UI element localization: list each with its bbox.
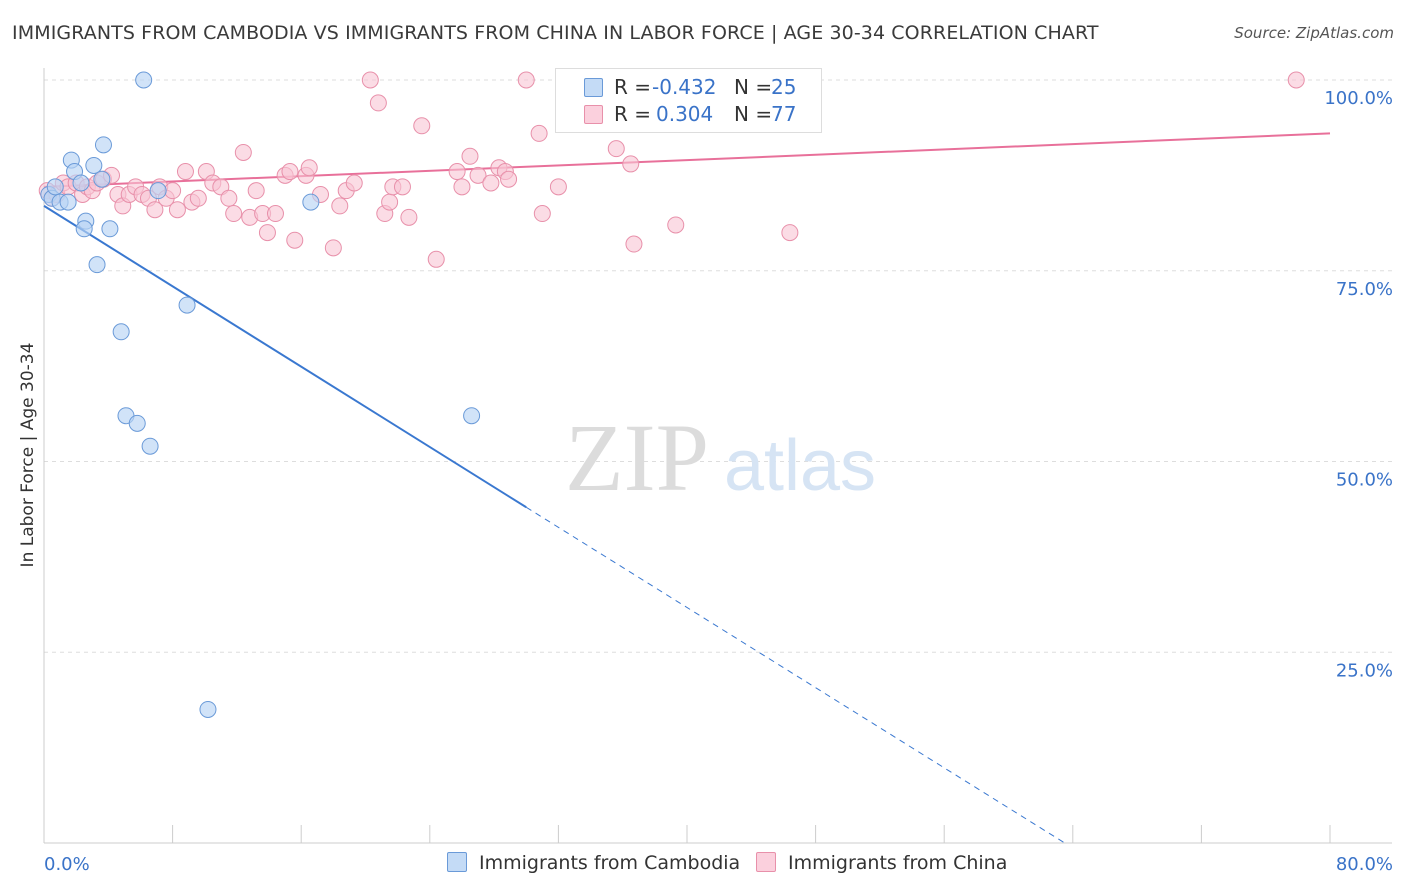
n-value: 77 xyxy=(771,102,797,126)
point-cambodia xyxy=(112,323,130,341)
point-china xyxy=(400,208,418,226)
point-cambodia xyxy=(149,182,167,200)
point-china xyxy=(461,147,479,165)
point-cambodia xyxy=(101,220,119,238)
point-china xyxy=(413,117,431,135)
legend-swatch-china xyxy=(756,852,776,872)
point-cambodia xyxy=(94,136,112,154)
stats-row-cambodia: R = -0.432 N = 25 xyxy=(556,74,821,100)
axes xyxy=(43,68,1392,844)
point-china xyxy=(225,205,243,223)
series-legend: Immigrants from Cambodia Immigrants from… xyxy=(0,852,1406,878)
point-cambodia xyxy=(46,178,64,196)
point-cambodia xyxy=(59,193,77,211)
point-china xyxy=(168,201,186,219)
point-china xyxy=(453,178,471,196)
legend-item-china: Immigrants from China xyxy=(756,852,1007,874)
point-china xyxy=(393,178,411,196)
grid-lines xyxy=(44,79,1392,653)
point-cambodia xyxy=(178,296,196,314)
point-cambodia xyxy=(72,174,90,192)
point-cambodia xyxy=(75,220,93,238)
point-china xyxy=(667,216,685,234)
point-cambodia xyxy=(141,437,159,455)
point-china xyxy=(345,174,363,192)
point-china xyxy=(482,174,500,192)
point-china xyxy=(189,189,207,207)
point-china xyxy=(220,189,238,207)
point-china xyxy=(369,94,387,112)
point-china xyxy=(517,71,535,89)
point-china xyxy=(164,182,182,200)
stats-row-china: R = 0.304 N = 77 xyxy=(556,101,821,127)
trend-extension-cambodia xyxy=(525,506,1066,844)
point-cambodia xyxy=(302,193,320,211)
watermark-atlas: atlas xyxy=(724,426,876,506)
tick-labels: 100.0% 75.0% 50.0% 25.0% 0.0% 80.0% xyxy=(44,88,1393,875)
point-china xyxy=(625,235,643,253)
source-credit: Source: ZipAtlas.com xyxy=(1234,24,1394,42)
legend-swatch-cambodia xyxy=(447,852,467,872)
legend-item-cambodia: Immigrants from Cambodia xyxy=(447,852,740,874)
y-tick-label: 100.0% xyxy=(1324,88,1393,109)
trend-line-china xyxy=(43,132,1331,188)
n-value: 25 xyxy=(771,75,797,99)
point-cambodia xyxy=(85,156,103,174)
r-label: R = xyxy=(614,75,652,99)
x-tick-label: 80.0% xyxy=(1336,854,1393,875)
point-cambodia xyxy=(88,256,106,274)
n-label: N = xyxy=(734,75,773,99)
point-china xyxy=(549,178,567,196)
trend-line-cambodia xyxy=(43,205,527,509)
point-china xyxy=(381,193,399,211)
r-label: R = xyxy=(614,102,652,126)
point-cambodia xyxy=(93,170,111,188)
point-china xyxy=(361,71,379,89)
point-cambodia xyxy=(128,414,146,432)
y-tick-label: 25.0% xyxy=(1336,660,1393,681)
point-china xyxy=(448,163,466,181)
point-china xyxy=(286,231,304,249)
point-china xyxy=(176,163,194,181)
point-china xyxy=(146,201,164,219)
point-cambodia xyxy=(135,71,153,89)
trend-lines xyxy=(43,132,1331,844)
point-china xyxy=(247,182,265,200)
legend-swatch-china xyxy=(584,105,603,124)
r-value: -0.432 xyxy=(652,75,717,99)
watermark-zip: ZIP xyxy=(565,404,709,511)
x-tick-label: 0.0% xyxy=(44,854,90,875)
point-china xyxy=(469,166,487,184)
point-china xyxy=(622,155,640,173)
data-points xyxy=(38,71,1305,718)
point-china xyxy=(300,159,318,177)
point-china xyxy=(607,140,625,158)
n-label: N = xyxy=(734,102,773,126)
y-tick-label: 50.0% xyxy=(1336,470,1393,491)
point-china xyxy=(324,239,342,257)
legend-label-cambodia: Immigrants from Cambodia xyxy=(479,852,741,874)
point-china xyxy=(234,143,252,161)
legend-swatch-cambodia xyxy=(584,78,603,97)
point-china xyxy=(530,124,548,142)
r-value: 0.304 xyxy=(656,102,714,126)
stats-legend: R = -0.432 N = 25 R = 0.304 N = 77 xyxy=(555,68,822,133)
point-china xyxy=(266,205,284,223)
point-cambodia xyxy=(199,700,217,718)
point-china xyxy=(533,205,551,223)
legend-label-china: Immigrants from China xyxy=(788,852,1008,874)
watermark: ZIP atlas xyxy=(565,404,876,511)
point-china xyxy=(500,170,518,188)
chart-title: IMMIGRANTS FROM CAMBODIA VS IMMIGRANTS F… xyxy=(12,22,1099,44)
point-china xyxy=(281,163,299,181)
point-china xyxy=(1287,71,1305,89)
point-china xyxy=(258,224,276,242)
point-china xyxy=(781,224,799,242)
point-china xyxy=(331,197,349,215)
point-cambodia xyxy=(463,407,481,425)
point-china xyxy=(427,250,445,268)
y-tick-label: 75.0% xyxy=(1336,279,1393,300)
